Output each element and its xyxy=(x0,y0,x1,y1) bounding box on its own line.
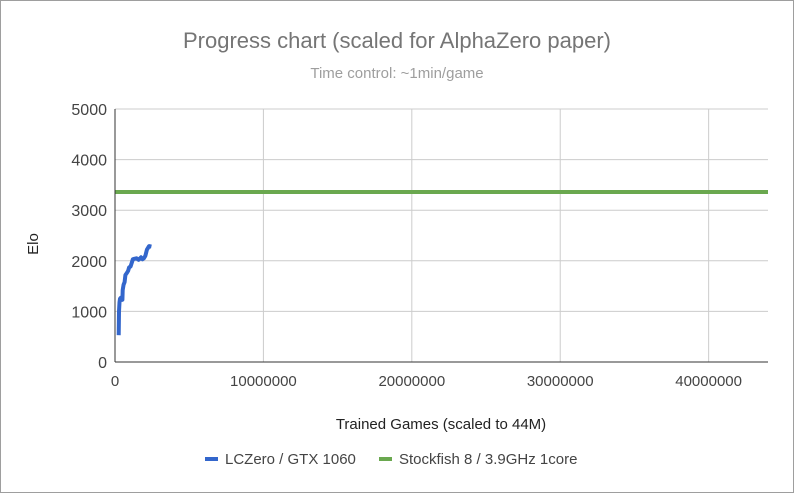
y-tick-label: 3000 xyxy=(71,203,107,220)
chart-subtitle: Time control: ~1min/game xyxy=(310,65,483,82)
legend-label-stockfish: Stockfish 8 / 3.9GHz 1core xyxy=(399,451,577,468)
y-axis-ticks: 0 1000 2000 3000 4000 5000 xyxy=(71,102,107,372)
x-tick-label: 40000000 xyxy=(675,373,742,390)
chart-title: Progress chart (scaled for AlphaZero pap… xyxy=(183,28,611,53)
legend-label-lczero: LCZero / GTX 1060 xyxy=(225,451,356,468)
y-tick-label: 1000 xyxy=(71,304,107,321)
x-axis-label: Trained Games (scaled to 44M) xyxy=(336,416,546,433)
y-tick-label: 0 xyxy=(98,355,107,372)
y-axis-label: Elo xyxy=(25,233,42,255)
legend: LCZero / GTX 1060 Stockfish 8 / 3.9GHz 1… xyxy=(205,451,577,468)
y-tick-label: 2000 xyxy=(71,254,107,271)
x-tick-label: 30000000 xyxy=(527,373,594,390)
x-tick-label: 0 xyxy=(111,373,119,390)
grid-lines xyxy=(115,108,768,362)
y-tick-label: 4000 xyxy=(71,153,107,170)
series-layer xyxy=(115,190,768,336)
x-tick-label: 10000000 xyxy=(230,373,297,390)
series-line-lczero xyxy=(116,244,152,336)
y-tick-label: 5000 xyxy=(71,102,107,119)
x-tick-label: 20000000 xyxy=(378,373,445,390)
x-axis-ticks: 0 10000000 20000000 30000000 40000000 xyxy=(111,373,742,390)
